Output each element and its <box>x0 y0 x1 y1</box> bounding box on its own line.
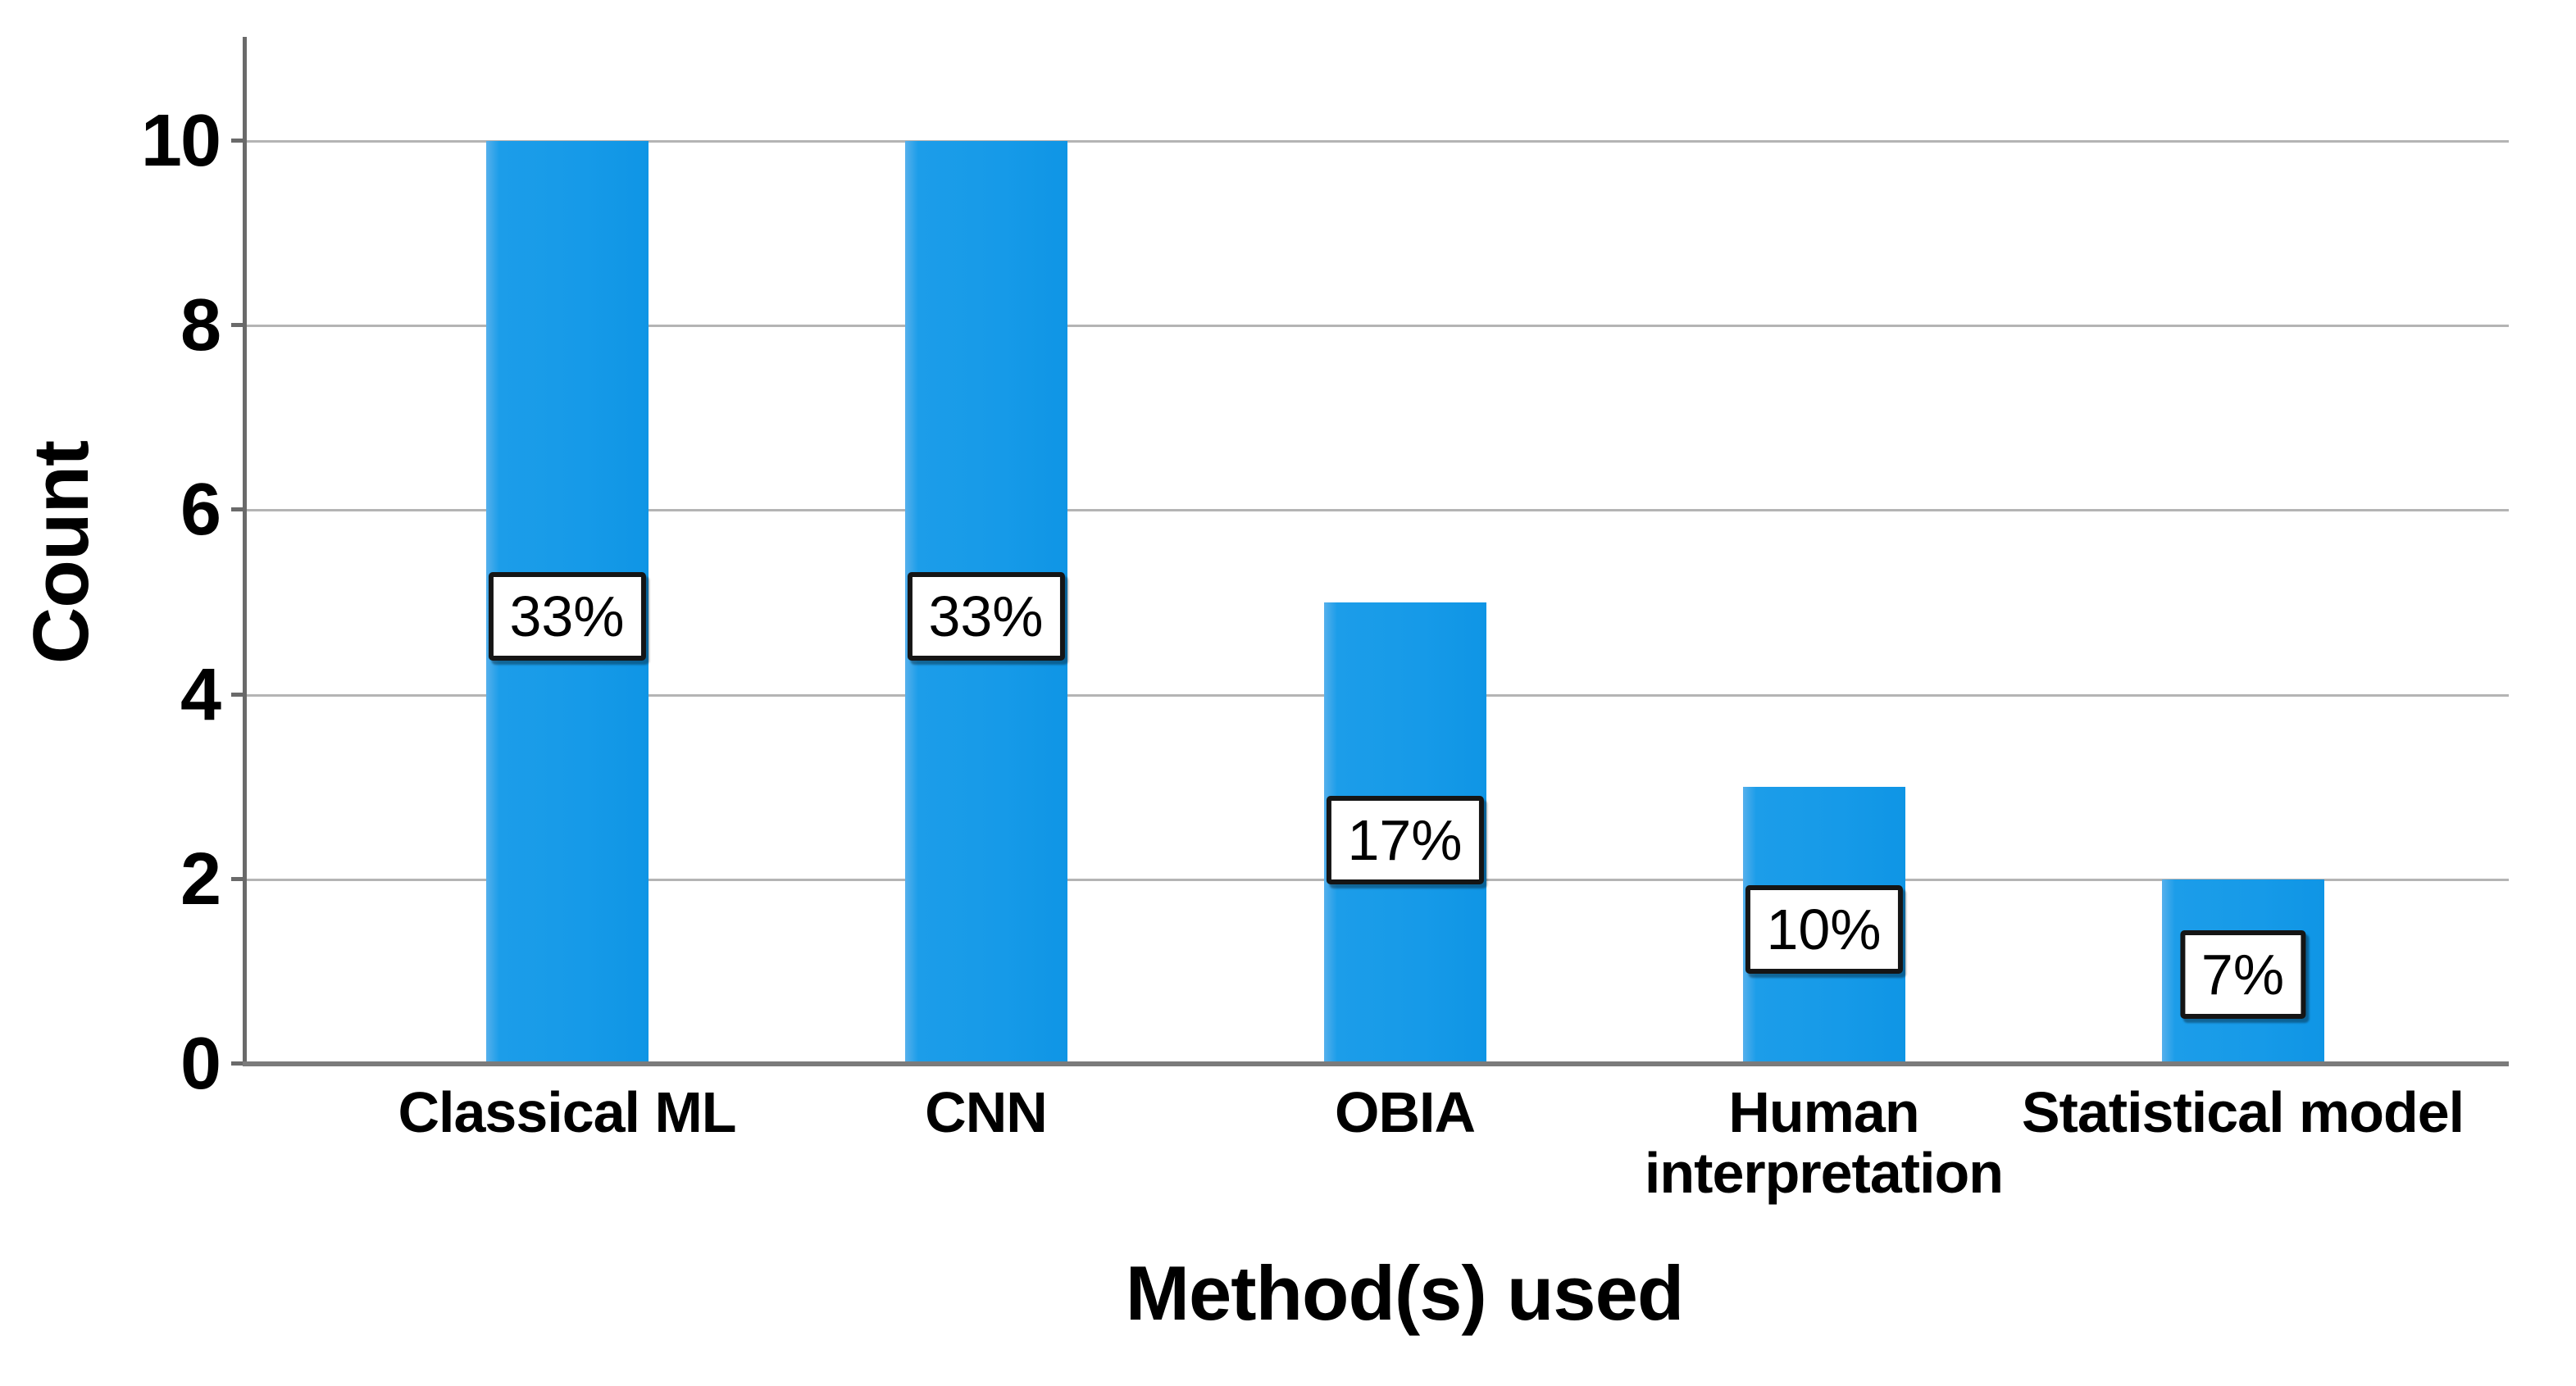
y-tick-mark <box>231 1061 246 1066</box>
y-tick-label: 10 <box>140 100 221 182</box>
y-tick-mark <box>231 507 246 512</box>
gridline <box>246 140 2509 143</box>
y-tick-mark <box>231 323 246 328</box>
y-tick-mark <box>231 876 246 881</box>
bar-value-label: 33% <box>488 571 646 661</box>
gridline <box>246 509 2509 512</box>
x-category-label: Statistical model <box>2021 1080 2464 1144</box>
y-tick-label: 4 <box>180 653 221 736</box>
y-tick-label: 0 <box>180 1023 221 1105</box>
bar-value-label: 17% <box>1326 795 1484 884</box>
x-category-label: Human interpretation <box>1644 1080 2004 1205</box>
y-tick-label: 8 <box>180 284 221 367</box>
x-category-label: CNN <box>925 1080 1048 1144</box>
bar-value-label: 10% <box>1745 885 1903 975</box>
y-tick-mark <box>231 692 246 697</box>
x-axis-baseline <box>243 1061 2509 1066</box>
y-axis-spine <box>243 37 247 1064</box>
gridline <box>246 325 2509 328</box>
y-tick-mark <box>231 139 246 143</box>
bar-value-label: 7% <box>2179 929 2306 1019</box>
bar-value-label: 33% <box>907 571 1065 661</box>
x-axis-title: Method(s) used <box>1125 1250 1685 1336</box>
x-category-label: OBIA <box>1335 1080 1476 1144</box>
y-tick-label: 2 <box>180 838 221 920</box>
x-category-label: Classical ML <box>398 1080 736 1144</box>
y-tick-label: 6 <box>180 469 221 552</box>
